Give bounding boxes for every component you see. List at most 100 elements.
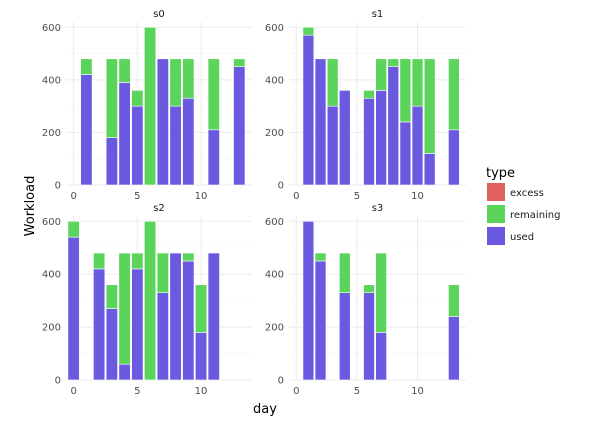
bar-used bbox=[302, 34, 315, 186]
x-tick-label: 5 bbox=[134, 191, 140, 202]
bar-remaining bbox=[93, 252, 106, 270]
x-tick-label: 0 bbox=[70, 191, 76, 202]
y-tick-label: 600 bbox=[42, 23, 61, 34]
bar-used bbox=[448, 316, 460, 381]
bar-remaining bbox=[118, 58, 131, 83]
bar-remaining bbox=[387, 58, 400, 67]
bar-used bbox=[207, 252, 220, 381]
bar-used bbox=[131, 105, 144, 186]
bar-remaining bbox=[423, 58, 436, 154]
bar-remaining bbox=[207, 58, 220, 131]
legend-title: type bbox=[486, 166, 515, 181]
bar-used bbox=[93, 268, 106, 381]
bar-used bbox=[156, 292, 169, 381]
bar-remaining bbox=[233, 58, 246, 67]
bar-remaining bbox=[339, 252, 351, 294]
y-tick-label: 400 bbox=[265, 75, 284, 86]
bar-used bbox=[169, 252, 182, 381]
bar-remaining bbox=[399, 58, 412, 123]
legend: type excess remaining used bbox=[486, 166, 561, 245]
panel-s0: s0 0 200 400 600 0 5 10 bbox=[42, 9, 252, 202]
bar-remaining bbox=[314, 252, 327, 262]
x-tick-label: 0 bbox=[293, 191, 299, 202]
bar-remaining bbox=[105, 284, 118, 309]
x-tick-label: 0 bbox=[70, 386, 76, 397]
bar-used bbox=[118, 363, 131, 381]
y-tick-label: 200 bbox=[265, 128, 284, 139]
bar-used bbox=[339, 292, 351, 381]
y-tick-label: 200 bbox=[265, 323, 284, 334]
legend-key-remaining bbox=[487, 205, 505, 223]
x-tick-label: 5 bbox=[354, 191, 360, 202]
bar-remaining bbox=[144, 220, 157, 381]
x-axis-title: day bbox=[253, 402, 277, 417]
bar-used bbox=[375, 332, 387, 381]
y-axis-title: Workload bbox=[23, 176, 38, 237]
bar-used bbox=[339, 90, 351, 186]
bar-used bbox=[448, 129, 460, 186]
bar-used bbox=[105, 137, 118, 186]
legend-label-used: used bbox=[510, 232, 534, 243]
y-tick-label: 600 bbox=[265, 23, 284, 34]
x-tick-label: 0 bbox=[293, 386, 299, 397]
bar-used bbox=[363, 292, 375, 381]
bar-remaining bbox=[131, 252, 144, 270]
bar-used bbox=[411, 105, 424, 186]
bar-remaining bbox=[182, 58, 195, 99]
y-tick-label: 200 bbox=[42, 323, 61, 334]
bar-used bbox=[302, 220, 315, 381]
legend-key-used bbox=[487, 227, 505, 245]
legend-key-excess bbox=[487, 183, 505, 201]
bar-used bbox=[131, 268, 144, 381]
bar-remaining bbox=[144, 26, 157, 186]
y-tick-label: 400 bbox=[265, 270, 284, 281]
x-tick-label: 10 bbox=[411, 191, 424, 202]
panel-s2: s2 0 200 400 600 0 5 10 bbox=[42, 203, 252, 397]
bar-remaining bbox=[363, 284, 375, 294]
y-tick-label: 600 bbox=[265, 217, 284, 228]
bar-remaining bbox=[411, 58, 424, 107]
bar-remaining bbox=[195, 284, 208, 333]
x-tick-label: 10 bbox=[195, 191, 208, 202]
panel-title: s1 bbox=[372, 9, 384, 20]
bar-used bbox=[105, 308, 118, 381]
bar-remaining bbox=[131, 90, 144, 107]
x-tick-label: 5 bbox=[134, 386, 140, 397]
bar-used bbox=[233, 66, 246, 186]
panel-s1: s1 0 200 400 600 0 5 10 bbox=[265, 9, 466, 202]
bar-remaining bbox=[156, 252, 169, 294]
panel-title: s2 bbox=[153, 203, 165, 214]
panel-title: s3 bbox=[372, 203, 384, 214]
bar-used bbox=[118, 82, 131, 186]
bar-used bbox=[423, 153, 436, 186]
bar-remaining bbox=[363, 90, 375, 99]
bar-used bbox=[387, 66, 400, 186]
y-tick-label: 400 bbox=[42, 270, 61, 281]
panel-s3: s3 0 200 400 600 0 5 10 bbox=[265, 203, 466, 397]
bar-used bbox=[182, 260, 195, 381]
y-tick-label: 400 bbox=[42, 75, 61, 86]
panels: s0 0 200 400 600 0 5 10 s1 0 200 400 600 0 5 10 s2 0 200 40… bbox=[42, 9, 466, 397]
bar-used bbox=[195, 332, 208, 381]
legend-label-excess: excess bbox=[510, 188, 544, 199]
y-tick-label: 0 bbox=[278, 376, 284, 387]
bar-remaining bbox=[326, 58, 339, 107]
bar-remaining bbox=[302, 26, 315, 36]
bar-remaining bbox=[182, 252, 195, 262]
y-tick-label: 200 bbox=[42, 128, 61, 139]
bar-used bbox=[363, 97, 375, 186]
bar-used bbox=[375, 90, 387, 186]
bar-used bbox=[326, 105, 339, 186]
bar-used bbox=[314, 58, 327, 186]
bar-used bbox=[399, 121, 412, 186]
bar-used bbox=[314, 260, 327, 381]
bar-remaining bbox=[375, 58, 387, 91]
y-tick-label: 0 bbox=[55, 181, 61, 192]
bar-used bbox=[207, 129, 220, 186]
bar-remaining bbox=[80, 58, 93, 75]
panel-title: s0 bbox=[153, 9, 165, 20]
y-tick-label: 0 bbox=[278, 181, 284, 192]
y-tick-label: 0 bbox=[55, 376, 61, 387]
legend-label-remaining: remaining bbox=[510, 210, 561, 221]
